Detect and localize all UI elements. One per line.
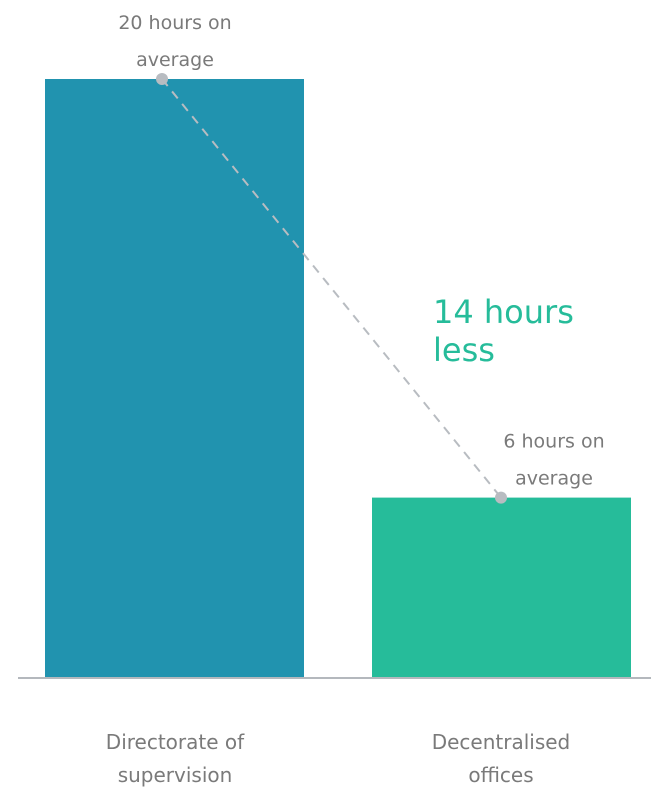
difference-label-line-1: 14 hours <box>433 293 574 331</box>
category-label-2-line-1: Decentralised <box>432 730 571 754</box>
category-label-1-line-2: supervision <box>118 763 233 787</box>
value-label-1-line-2: average <box>136 49 214 71</box>
category-label-1-line-1: Directorate of <box>106 730 245 754</box>
value-label-2-line-2: average <box>515 468 593 490</box>
connector-dot-1 <box>156 73 168 85</box>
connector-dashed-line <box>161 78 502 499</box>
value-label-1-line-1: 20 hours on <box>118 12 231 34</box>
bar-2 <box>372 497 631 677</box>
difference-label-line-2: less <box>433 331 495 369</box>
value-label-2-line-1: 6 hours on <box>503 431 604 453</box>
bar-1 <box>45 79 304 677</box>
category-label-2-line-2: offices <box>468 763 533 787</box>
connector-dot-2 <box>495 491 507 504</box>
